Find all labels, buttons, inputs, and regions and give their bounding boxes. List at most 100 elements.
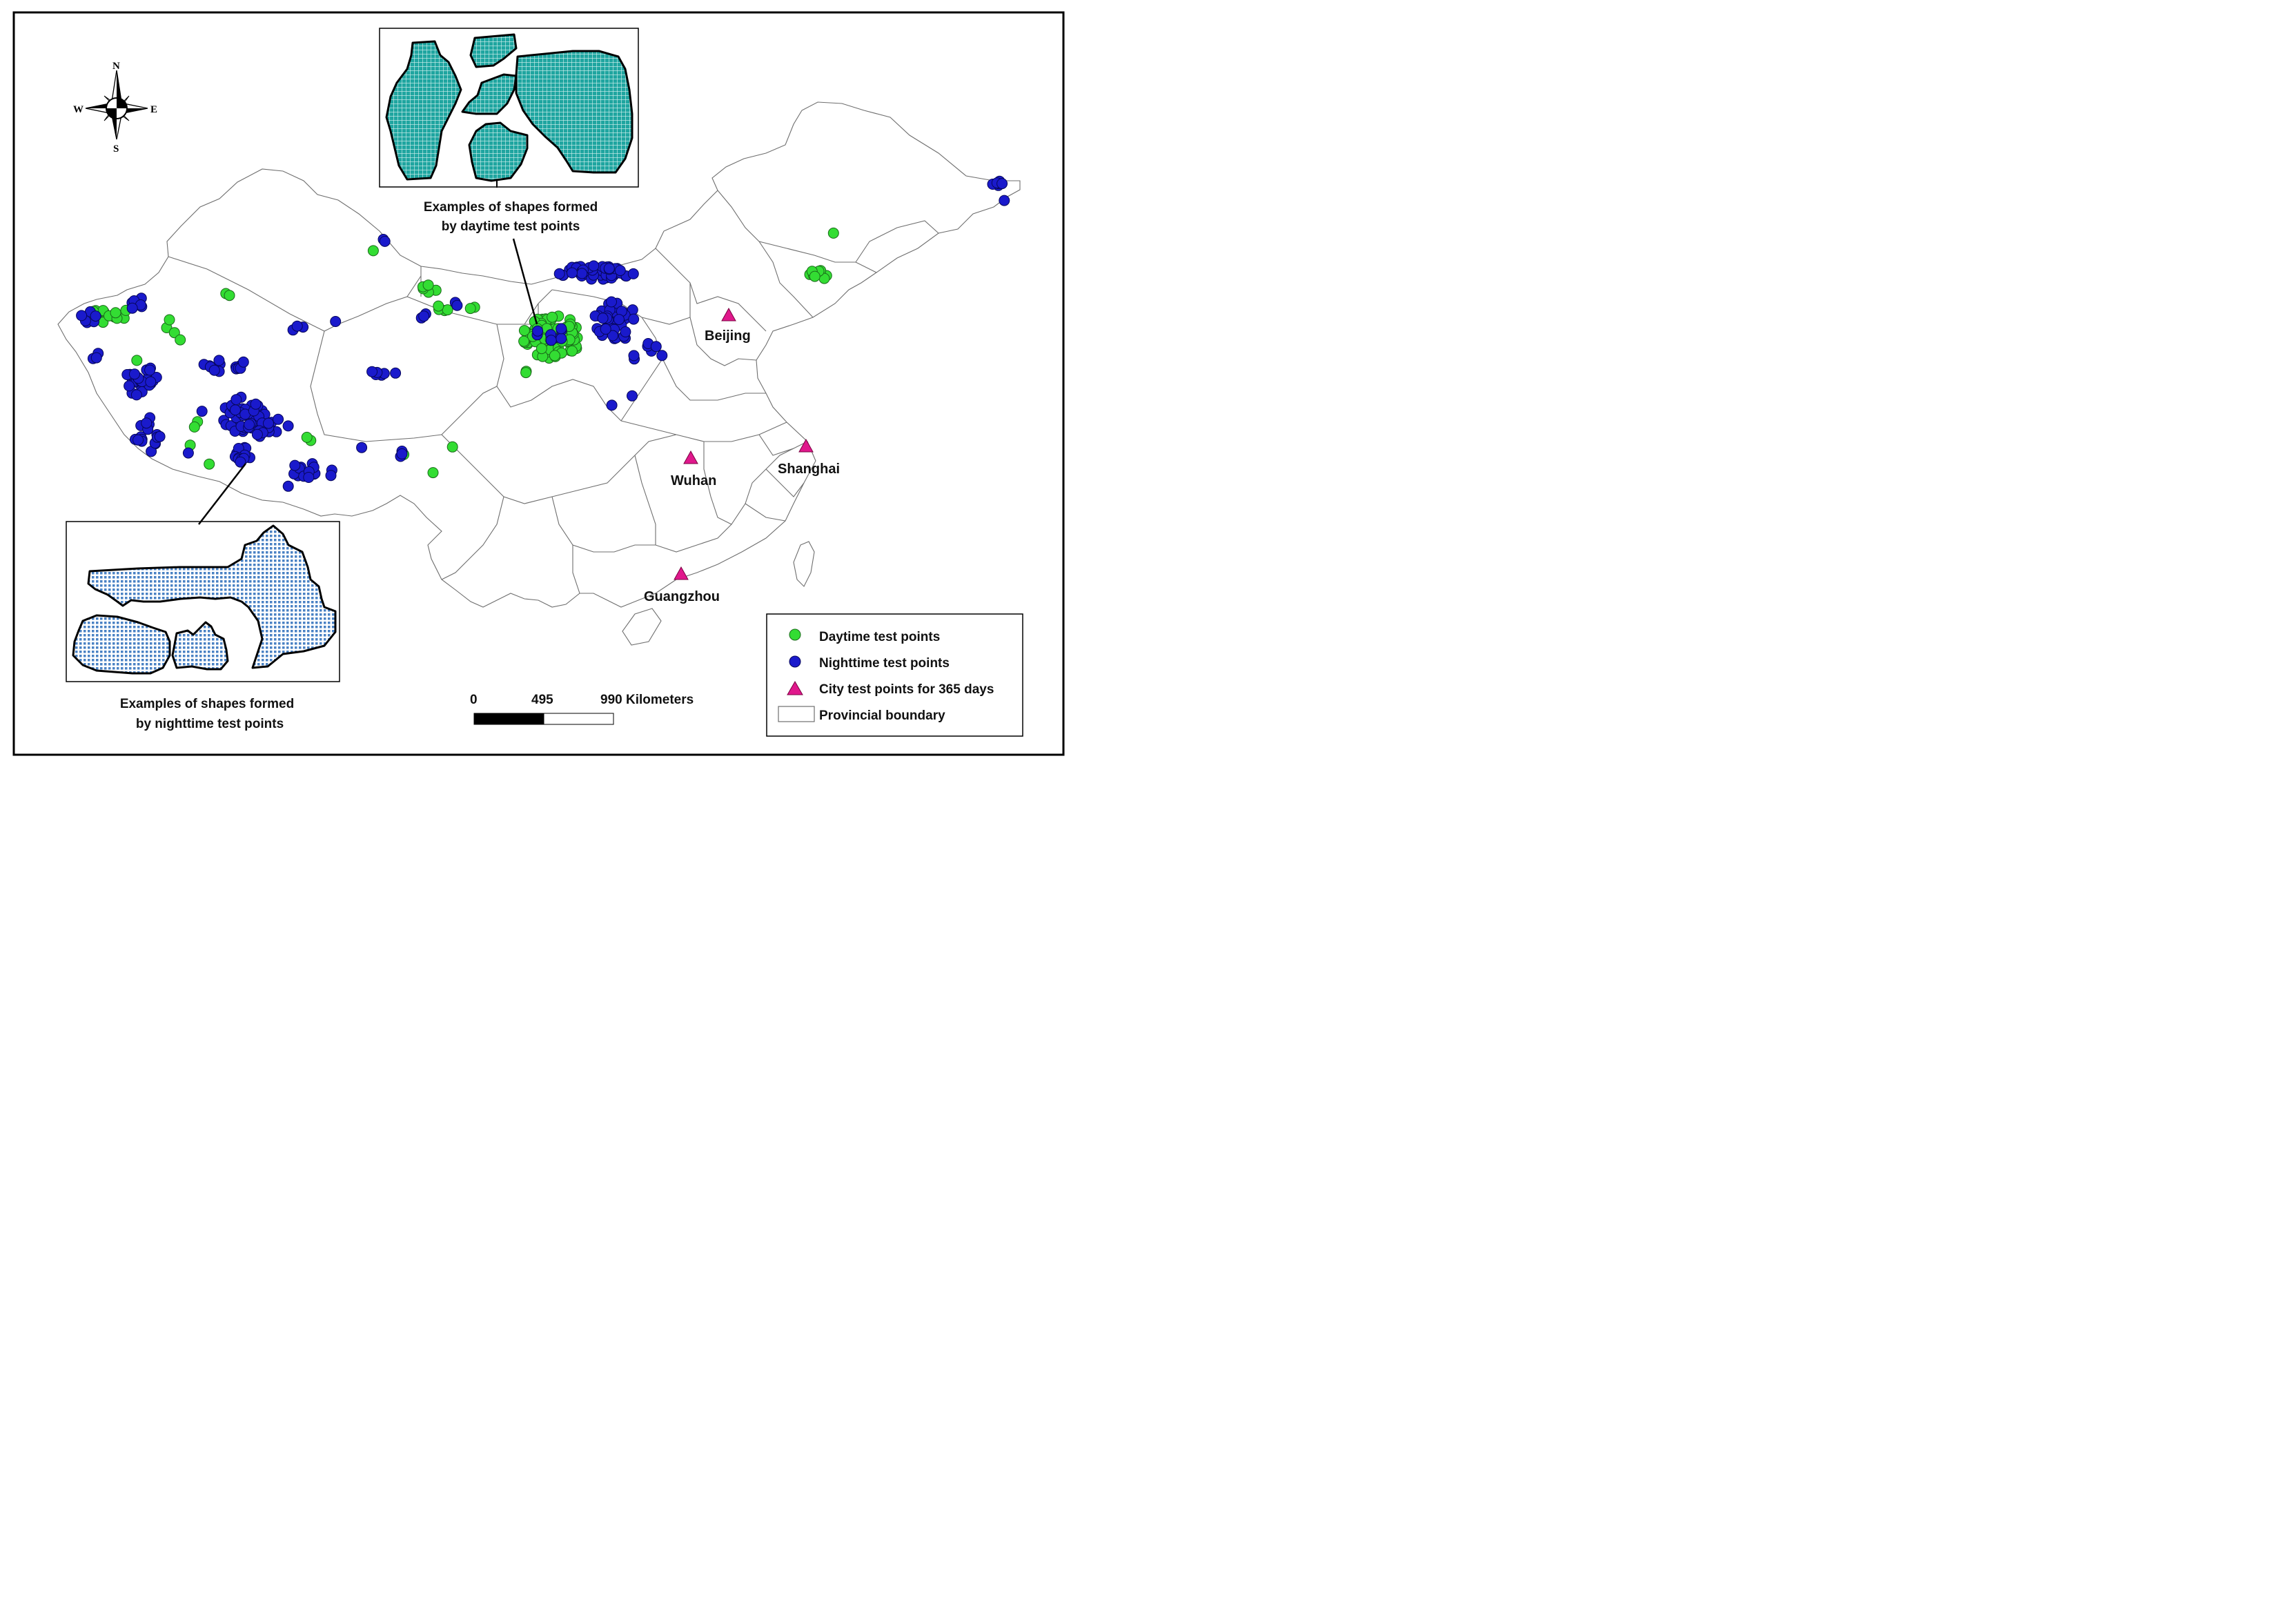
nighttime-point-255 — [597, 313, 609, 324]
nighttime-point-263 — [656, 350, 668, 362]
nighttime-point-120 — [263, 417, 274, 429]
day-shape-4 — [468, 121, 529, 182]
compass-label-s: S — [113, 143, 119, 155]
scale-tick-0: 0 — [470, 693, 478, 707]
daytime-point-105 — [549, 350, 560, 362]
daytime-point-127 — [188, 421, 200, 433]
nighttime-point-122 — [244, 419, 255, 430]
china-map — [57, 101, 1021, 646]
nighttime-point-212 — [603, 263, 615, 275]
nighttime-point-11 — [126, 302, 138, 314]
nighttime-point-211 — [614, 265, 626, 277]
nighttime-point-55 — [237, 356, 249, 368]
daytime-point-81 — [567, 345, 578, 357]
nighttime-point-161 — [390, 367, 402, 379]
nighttime-point-218 — [627, 268, 639, 279]
daytime-point-15 — [164, 314, 175, 326]
nighttime-point-71 — [132, 434, 144, 446]
nighttime-point-56 — [208, 364, 220, 376]
day-shape-2 — [469, 33, 518, 68]
daytime-point-123 — [809, 270, 821, 282]
nighttime-point-287 — [196, 406, 208, 417]
inset-daytime-caption-2: by daytime test points — [442, 219, 580, 234]
nighttime-point-241 — [606, 296, 617, 308]
daytime-point-109 — [536, 343, 547, 355]
nighttime-point-31 — [124, 380, 135, 392]
nighttime-point-154 — [291, 320, 303, 332]
nighttime-point-257 — [613, 314, 625, 326]
city-label-beijing: Beijing — [705, 328, 751, 344]
nighttime-point-40 — [130, 389, 142, 401]
nighttime-point-151 — [282, 480, 294, 492]
daytime-point-131 — [301, 431, 313, 443]
nighttime-point-14 — [90, 352, 102, 364]
nighttime-point-168 — [451, 299, 463, 311]
nighttime-point-254 — [600, 324, 611, 335]
nighttime-point-104 — [230, 394, 242, 406]
scale-tick-990: 990 Kilometers — [600, 693, 694, 707]
nighttime-point-106 — [250, 398, 262, 410]
nighttime-point-35 — [144, 364, 156, 376]
nighttime-point-72 — [154, 430, 166, 442]
day-shape-1 — [385, 40, 462, 181]
compass-label-e: E — [150, 104, 157, 115]
inset-daytime — [379, 28, 639, 188]
nighttime-point-275 — [556, 323, 567, 335]
legend-symbol-nighttime — [789, 655, 801, 668]
nighttime-point-288 — [182, 447, 194, 459]
nighttime-point-270 — [556, 333, 567, 344]
legend-symbol-city — [787, 681, 803, 695]
nighttime-points-layer — [76, 175, 1010, 492]
compass-rose: N S E W — [73, 61, 157, 155]
night-shape-3 — [171, 621, 229, 671]
legend-label-boundary: Provincial boundary — [819, 709, 945, 723]
nighttime-point-267 — [606, 399, 618, 411]
night-shape-2 — [72, 614, 171, 675]
nighttime-point-3 — [90, 310, 101, 322]
scale-bar: 0 495 990 Kilometers — [470, 693, 694, 725]
city-marker-shanghai — [798, 438, 814, 453]
nighttime-point-262 — [650, 341, 662, 353]
inset-nighttime-leader — [198, 463, 246, 525]
inset-daytime-leader — [512, 238, 538, 325]
legend-label-city: City test points for 365 days — [819, 682, 994, 697]
daytime-point-124 — [827, 227, 839, 239]
nighttime-point-134 — [235, 456, 246, 468]
city-label-wuhan: Wuhan — [671, 473, 716, 488]
daytime-point-29 — [433, 300, 444, 312]
daytime-point-31 — [464, 303, 476, 315]
city-marker-guangzhou — [674, 566, 689, 580]
inset-nighttime — [66, 521, 340, 682]
nighttime-point-147 — [289, 459, 301, 471]
nighttime-point-266 — [627, 390, 638, 402]
inset-daytime-caption-1: Examples of shapes formed — [424, 200, 598, 215]
daytime-point-28 — [442, 304, 453, 316]
nighttime-point-150 — [325, 470, 337, 482]
daytime-point-19 — [224, 290, 235, 301]
nighttime-point-119 — [273, 413, 284, 425]
nighttime-point-111 — [282, 420, 294, 432]
inset-nighttime-caption-1: Examples of shapes formed — [120, 697, 294, 711]
day-shape-5 — [515, 50, 633, 174]
nighttime-point-283 — [356, 442, 368, 453]
nighttime-point-252 — [607, 330, 618, 341]
nighttime-point-155 — [330, 316, 342, 327]
nighttime-point-42 — [213, 355, 225, 366]
daytime-point-17 — [175, 334, 186, 346]
legend-symbol-boundary — [778, 706, 815, 722]
legend-symbol-daytime — [789, 628, 801, 641]
nighttime-point-37 — [145, 376, 157, 388]
daytime-point-132 — [446, 441, 458, 453]
nighttime-point-265 — [628, 350, 640, 362]
scale-tick-495: 495 — [531, 693, 553, 707]
daytime-point-20 — [367, 245, 379, 257]
nighttime-point-214 — [576, 268, 588, 279]
nighttime-point-166 — [418, 310, 430, 322]
nighttime-point-215 — [567, 267, 578, 279]
nighttime-point-100 — [230, 404, 241, 416]
compass-label-n: N — [112, 61, 120, 72]
nighttime-point-274 — [532, 325, 544, 337]
city-marker-wuhan — [683, 450, 698, 464]
daytime-point-88 — [518, 325, 530, 337]
nighttime-point-217 — [588, 260, 600, 272]
